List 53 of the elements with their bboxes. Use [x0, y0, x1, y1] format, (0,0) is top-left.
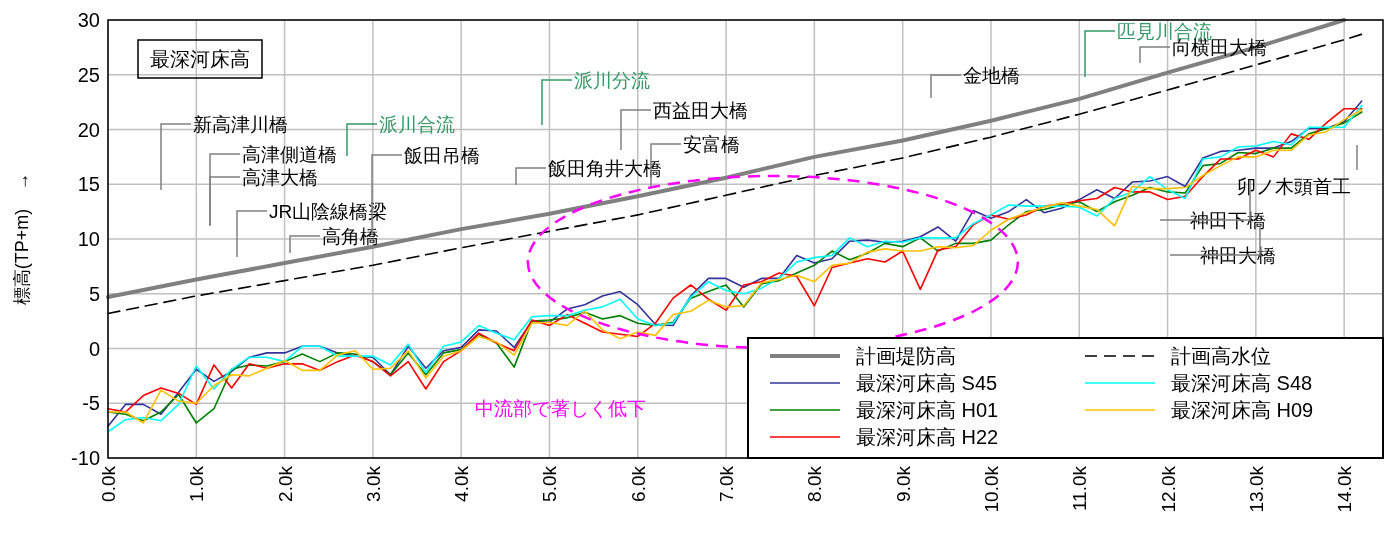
- annotation: 卯ノ木頭首工: [1237, 144, 1358, 197]
- y-tick-label: 5: [88, 282, 100, 305]
- x-tick-label: 12.0k: [1157, 465, 1179, 513]
- y-tick-label: 15: [77, 173, 100, 196]
- legend-label: 最深河床高 H01: [856, 399, 999, 421]
- x-tick-label: 1.0k: [186, 465, 208, 502]
- annotation: 西益田大橋: [653, 100, 748, 121]
- x-tick-label: 10.0k: [980, 465, 1002, 513]
- annotation: 派川分流: [541, 70, 650, 126]
- y-tick-label: 30: [77, 9, 100, 31]
- x-tick-label: 0.0k: [98, 465, 119, 502]
- annotation: 神田大橋: [1200, 245, 1276, 266]
- y-tick-label: 25: [77, 63, 100, 86]
- y-tick-label: 10: [77, 228, 100, 250]
- legend-label: 計画堤防高: [856, 345, 956, 367]
- legend-label: 最深河床高 S48: [1171, 372, 1313, 394]
- legend-label: 最深河床高 H09: [1171, 399, 1314, 421]
- legend-label: 最深河床高 S45: [856, 372, 998, 394]
- annotation: JR山陰線橋梁: [269, 201, 388, 222]
- x-tick-label: 13.0k: [1245, 465, 1267, 513]
- annotation: 新高津川橋: [193, 114, 288, 135]
- annotation: 金地橋: [963, 65, 1020, 86]
- y-tick-label: -5: [82, 392, 100, 415]
- annotation: 金地橋: [930, 65, 1020, 99]
- annotation: 卯ノ木頭首工: [1237, 176, 1351, 197]
- annotation: 派川合流: [379, 114, 455, 135]
- annotation: 飯田吊橋: [404, 145, 480, 166]
- annotation: 安富橋: [683, 134, 740, 155]
- x-tick-label: 3.0k: [362, 465, 384, 502]
- y-tick-label: 0: [88, 337, 100, 360]
- y-axis-title: 標高(TP+m) →: [12, 172, 32, 306]
- x-tick-label: 7.0k: [716, 465, 738, 502]
- annotation: 派川分流: [574, 70, 650, 91]
- x-tick-label: 14.0k: [1334, 465, 1356, 513]
- x-tick-label: 11.0k: [1069, 465, 1091, 512]
- annotation: 飯田角井大橋: [515, 158, 662, 186]
- x-tick-label: 6.0k: [627, 465, 649, 502]
- x-tick-label: 9.0k: [892, 465, 914, 502]
- x-tick-label: 4.0k: [451, 465, 473, 502]
- annotation: 高角橋: [289, 226, 379, 254]
- annotation: 高角橋: [322, 226, 379, 247]
- y-tick-label: -10: [71, 447, 100, 469]
- y-tick-label: 20: [77, 118, 100, 141]
- annotation: 中流部で著しく低下: [475, 398, 646, 419]
- annotation: 高津大橋: [242, 167, 318, 188]
- legend-label: 計画高水位: [1171, 345, 1271, 367]
- x-tick-label: 8.0k: [804, 465, 826, 502]
- annotation: 飯田角井大橋: [548, 158, 662, 179]
- x-tick-label: 2.0k: [274, 465, 296, 502]
- legend-label: 最深河床高 H22: [856, 426, 999, 448]
- title: 最深河床高: [137, 39, 263, 79]
- x-tick-label: 5.0k: [539, 465, 561, 502]
- annotation: 高津側道橋: [242, 144, 337, 165]
